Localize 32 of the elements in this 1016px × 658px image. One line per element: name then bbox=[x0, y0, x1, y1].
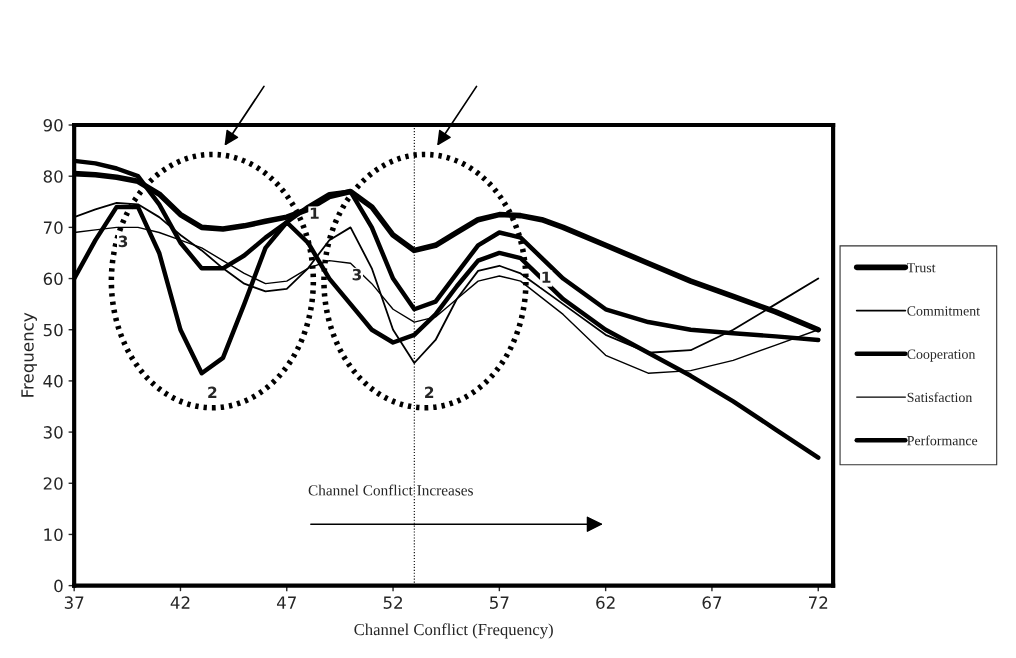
annotation: 2 bbox=[208, 386, 217, 398]
y-tick-label: 30 bbox=[43, 426, 63, 439]
x-tick-label: 42 bbox=[170, 596, 190, 609]
annotation: 2 bbox=[425, 386, 434, 398]
annotation: 1 bbox=[310, 207, 319, 219]
x-tick-label: 62 bbox=[596, 596, 615, 609]
x-tick-label: 57 bbox=[490, 596, 509, 609]
y-tick-label: 80 bbox=[43, 170, 63, 183]
y-tick-label: 70 bbox=[43, 221, 63, 234]
annotation: Channel Conflict Increases bbox=[308, 484, 473, 496]
y-tick-label: 40 bbox=[43, 374, 63, 388]
x-tick-label: 72 bbox=[809, 596, 828, 609]
annotation: 1 bbox=[542, 271, 551, 283]
annotation: 3 bbox=[118, 235, 128, 248]
legend-label: Trust bbox=[906, 263, 936, 273]
y-tick-label: 20 bbox=[43, 477, 63, 490]
legend-label: Cooperation bbox=[907, 349, 976, 362]
y-tick-label: 90 bbox=[43, 118, 63, 132]
y-tick-label: 60 bbox=[43, 272, 63, 286]
x-axis-title: Channel Conflict (Frequency) bbox=[354, 623, 553, 639]
x-tick-label: 47 bbox=[276, 596, 296, 609]
x-tick-label: 52 bbox=[383, 596, 402, 609]
y-tick-label: 0 bbox=[54, 579, 63, 593]
legend-label: Satisfaction bbox=[907, 392, 973, 403]
y-tick-label: 50 bbox=[43, 323, 63, 337]
y-axis-title: Frequency bbox=[21, 312, 37, 397]
x-tick-label: 37 bbox=[64, 596, 84, 609]
y-tick-label: 10 bbox=[44, 528, 63, 542]
legend-label: Commitment bbox=[907, 306, 980, 316]
x-tick-label: 67 bbox=[702, 596, 722, 609]
legend-label: Performance bbox=[907, 435, 978, 446]
annotation: 3 bbox=[352, 268, 362, 281]
